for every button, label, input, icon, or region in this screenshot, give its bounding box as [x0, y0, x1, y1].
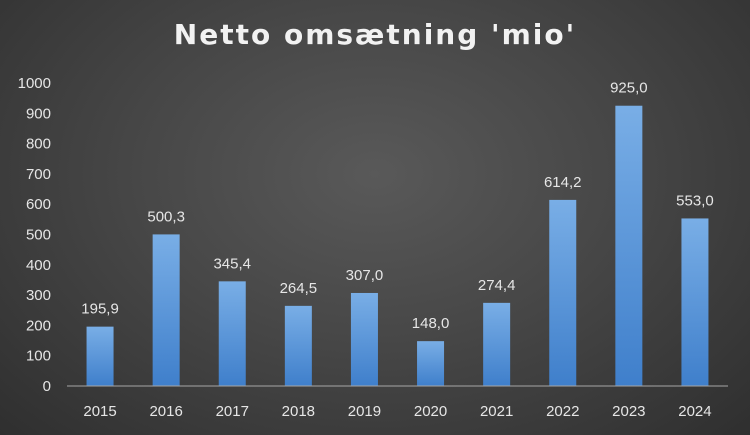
- x-axis: 2015 2016 2017 2018 2019 2020 2021 2022 2023 2024: [67, 385, 728, 420]
- x-tick-label: 2021: [480, 403, 513, 420]
- y-tick-label: 200: [26, 317, 51, 334]
- bar: [152, 234, 180, 386]
- data-label: 148,0: [412, 315, 450, 332]
- y-tick-label: 800: [26, 136, 51, 153]
- x-tick-label: 2016: [149, 403, 182, 420]
- bar: [681, 218, 709, 386]
- y-tick-label: 300: [26, 287, 51, 304]
- bar: [549, 199, 577, 386]
- x-tick-label: 2022: [546, 403, 579, 420]
- data-label: 195,9: [81, 301, 119, 318]
- bar: [615, 105, 643, 386]
- x-tick-label: 2020: [414, 403, 447, 420]
- bar: [417, 341, 445, 386]
- bar: [350, 292, 378, 386]
- data-label: 925,0: [610, 80, 648, 97]
- y-tick-label: 900: [26, 105, 51, 122]
- x-tick-label: 2023: [612, 403, 645, 420]
- bar: [284, 305, 312, 386]
- y-tick-label: 400: [26, 257, 51, 274]
- y-tick-label: 100: [26, 348, 51, 365]
- bars: 195,9 500,3 345,4 264,5 307,0 148,0 274,4 614,2…: [81, 80, 714, 386]
- data-label: 553,0: [676, 192, 714, 209]
- x-tick-label: 2018: [282, 403, 315, 420]
- data-label: 264,5: [280, 280, 318, 297]
- x-tick-label: 2024: [678, 403, 711, 420]
- chart-title: Netto omsætning 'mio': [173, 18, 577, 51]
- bar: [483, 302, 511, 386]
- y-tick-label: 600: [26, 196, 51, 213]
- y-tick-label: 0: [43, 378, 51, 395]
- data-label: 307,0: [346, 267, 384, 284]
- bar: [218, 281, 246, 386]
- data-label: 500,3: [147, 208, 185, 225]
- y-tick-label: 1000: [18, 75, 51, 92]
- x-tick-label: 2017: [216, 403, 249, 420]
- data-label: 274,4: [478, 277, 516, 294]
- y-axis: 0 100 200 300 400 500 600 700 800 900 1000: [18, 75, 51, 395]
- x-tick-label: 2015: [83, 403, 116, 420]
- bar: [86, 326, 114, 386]
- x-tick-label: 2019: [348, 403, 381, 420]
- y-tick-label: 700: [26, 166, 51, 183]
- data-label: 345,4: [213, 255, 251, 272]
- data-label: 614,2: [544, 174, 582, 191]
- y-tick-label: 500: [26, 227, 51, 244]
